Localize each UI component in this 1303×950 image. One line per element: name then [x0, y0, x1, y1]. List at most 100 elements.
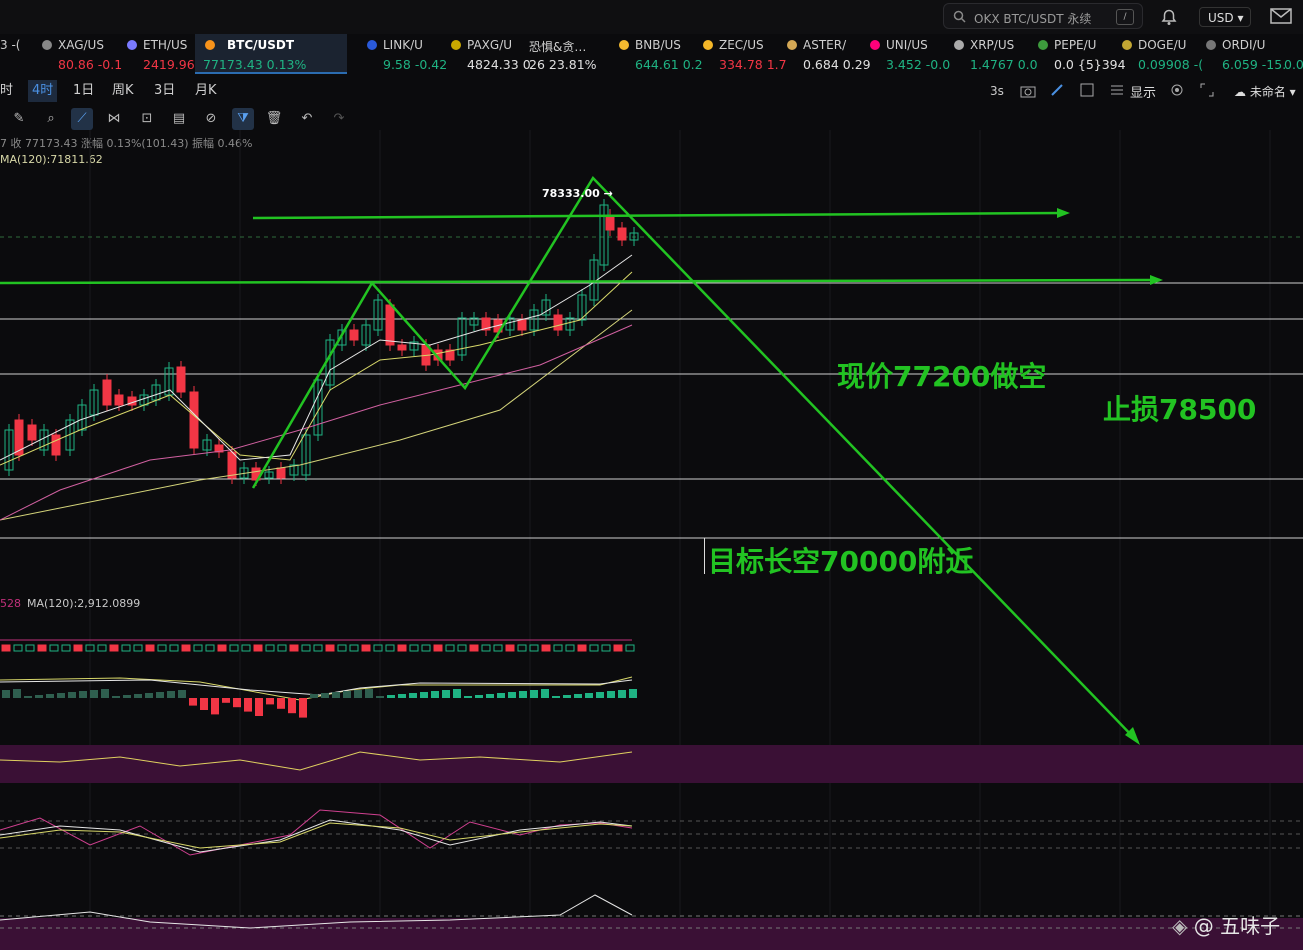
fullscreen-icon[interactable] — [1200, 83, 1214, 97]
volume-ma-label: MA(120):2,912.0899 — [27, 597, 141, 610]
candle-body — [227, 451, 237, 479]
rsi-band — [0, 745, 1303, 783]
timeframe-0[interactable]: 时 — [0, 83, 14, 98]
zoom-icon[interactable]: ⌕ — [47, 111, 55, 126]
note-icon[interactable]: ▤ — [172, 111, 186, 126]
ticker-name: DOGE/U — [1138, 38, 1187, 52]
undo-icon[interactable]: ↶ — [301, 111, 313, 126]
search-box[interactable]: OKX BTC/USDT 永续 / — [943, 3, 1143, 29]
high-price-marker: 78333.00 → — [542, 187, 613, 200]
ticker-price: 80.86 -0.1 — [58, 57, 122, 72]
ticker-price: 26 23.81% — [529, 57, 597, 72]
ticker-2[interactable]: BTC/USDT 77173.43 0.13% — [195, 34, 347, 74]
ticker-last: 80.86 — [58, 57, 94, 72]
magnet-icon[interactable]: ⊘ — [205, 111, 217, 126]
trash-icon[interactable]: 🗑 — [265, 111, 283, 126]
volume-bar — [445, 644, 455, 652]
volume-bar — [457, 644, 467, 652]
volume-bar — [433, 644, 443, 652]
ruler-icon[interactable]: ✎ — [13, 111, 25, 126]
ticker-price: 1.4767 0.0 — [970, 57, 1038, 72]
timeframe-1[interactable]: 4时 — [28, 80, 58, 102]
timeframe-5[interactable]: 月K — [195, 83, 217, 98]
macd-bar — [629, 689, 637, 698]
volume-bar — [289, 644, 299, 652]
macd-bar — [35, 695, 43, 698]
ticker-name: PAXG/U — [467, 38, 513, 52]
macd-bar — [475, 695, 483, 698]
macd-bar — [420, 692, 428, 698]
candle-body — [14, 419, 24, 456]
ticker-name: 恐惧&贪… — [529, 40, 587, 54]
macd-bar — [398, 694, 406, 698]
ticker-last: 644.61 — [635, 57, 679, 72]
volume-bar — [85, 644, 95, 652]
ticker-last: 77173.43 — [203, 57, 263, 72]
macd-bar — [145, 693, 153, 698]
timeframe-4[interactable]: 3日 — [154, 83, 176, 98]
volume-bar — [229, 644, 239, 652]
layout-select[interactable]: ☁ 未命名 ▾ — [1234, 85, 1296, 99]
ticker-change: 0.0 — [1017, 57, 1038, 72]
macd-bar — [288, 698, 296, 714]
annotation-stop-loss: 止损78500 — [1103, 393, 1257, 426]
trendline-icon[interactable]: ⟋ — [71, 108, 93, 130]
ticker-price: 6.059 -15. — [1222, 57, 1286, 72]
candle-body — [605, 214, 615, 231]
rsi-line — [0, 751, 633, 771]
chart-canvas[interactable] — [0, 130, 1303, 950]
arrow-head — [1125, 727, 1140, 745]
ticker-name: ASTER/ — [803, 38, 847, 52]
list-icon[interactable] — [1110, 84, 1124, 96]
currency-select[interactable]: USD ▾ — [1199, 7, 1251, 27]
ticker-name: UNI/US — [886, 38, 928, 52]
settings-icon[interactable] — [1170, 83, 1184, 97]
timeframe-3[interactable]: 周K — [112, 83, 134, 98]
ticker-change: 0.2 — [682, 57, 703, 72]
candle-body — [27, 424, 37, 441]
coin-icon — [787, 40, 797, 50]
edit-icon[interactable] — [1080, 83, 1094, 97]
timeframe-2[interactable]: 1日 — [73, 83, 95, 98]
volume-bar — [613, 644, 623, 652]
volume-bar — [517, 644, 527, 652]
ticker-name: PEPE/U — [1054, 38, 1097, 52]
ticker-change: -( — [1193, 57, 1204, 72]
candle-body — [276, 467, 286, 479]
lock-icon[interactable]: ⊡ — [141, 111, 153, 126]
macd-bar — [90, 690, 98, 698]
ticker-last: 4824.33 — [467, 57, 519, 72]
pen-icon[interactable] — [1050, 83, 1064, 97]
volume-bar — [361, 644, 371, 652]
macd-bar — [255, 698, 263, 716]
macd-bar — [365, 689, 373, 698]
redo-icon[interactable]: ↷ — [333, 111, 345, 126]
macd-bar — [277, 698, 285, 709]
macd-bar — [211, 698, 219, 715]
volume-bar — [169, 644, 179, 652]
camera-icon[interactable] — [1020, 84, 1036, 98]
ticker-last: 0.0 — [1284, 57, 1303, 72]
mail-icon[interactable] — [1270, 7, 1292, 25]
display-button[interactable]: 显示 — [1130, 86, 1157, 101]
wave-path — [251, 175, 1139, 743]
candle-body — [51, 434, 61, 456]
refresh-interval[interactable]: 3s — [990, 84, 1004, 98]
measure-icon[interactable]: ⋈ — [107, 111, 121, 126]
volume-bar — [181, 644, 191, 652]
macd-bar — [618, 690, 626, 698]
candle-body — [397, 344, 407, 351]
bell-icon[interactable] — [1159, 7, 1179, 27]
volume-bar — [421, 644, 431, 652]
macd-bar — [134, 694, 142, 698]
volume-bar — [529, 644, 539, 652]
macd-bar — [563, 695, 571, 698]
watermark-text: @ 五味子 — [1193, 914, 1281, 938]
candle-body — [409, 341, 419, 351]
filter-icon[interactable]: ⧩ — [232, 108, 254, 130]
volume-bar — [313, 644, 323, 652]
candle-body — [599, 204, 609, 266]
volume-bar — [109, 644, 119, 652]
search-input[interactable]: OKX BTC/USDT 永续 — [974, 12, 1092, 26]
macd-bar — [519, 691, 527, 698]
